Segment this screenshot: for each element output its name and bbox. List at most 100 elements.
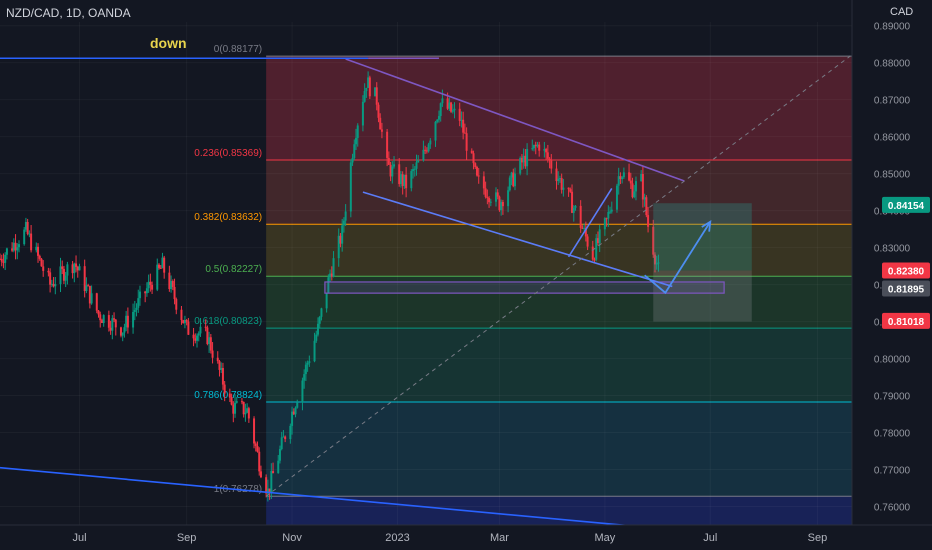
price-tick: 0.83000 bbox=[874, 244, 911, 255]
symbol-header[interactable]: NZD/CAD, 1D, OANDA bbox=[6, 6, 131, 20]
time-tick: Sep bbox=[177, 532, 197, 544]
candle-body bbox=[349, 162, 352, 212]
candle-body bbox=[355, 137, 358, 145]
candle-body bbox=[211, 350, 214, 358]
price-tick: 0.88000 bbox=[874, 59, 911, 70]
fib-band bbox=[266, 328, 853, 403]
time-axis-bg bbox=[0, 525, 932, 550]
candle-body bbox=[137, 298, 140, 308]
candle-body bbox=[87, 285, 90, 287]
candle-body bbox=[121, 332, 124, 336]
candle-body bbox=[567, 187, 570, 190]
candle-body bbox=[289, 425, 292, 440]
candle-body bbox=[367, 77, 370, 88]
candle-body bbox=[365, 87, 368, 92]
candle-body bbox=[223, 384, 226, 394]
candle-body bbox=[422, 149, 425, 161]
candle-body bbox=[557, 178, 560, 182]
candle-body bbox=[185, 320, 188, 322]
candle-body bbox=[477, 175, 480, 177]
candle-body bbox=[361, 101, 364, 126]
candle-body bbox=[232, 404, 235, 414]
candle-body bbox=[524, 155, 527, 167]
candle-body bbox=[61, 266, 64, 269]
candle-body bbox=[645, 197, 648, 216]
candle-body bbox=[144, 291, 147, 294]
candle-body bbox=[657, 262, 660, 264]
candle-body bbox=[90, 293, 93, 304]
price-tick: 0.76000 bbox=[874, 503, 911, 514]
price-badge-label: 0.82380 bbox=[888, 267, 925, 278]
candle-body bbox=[399, 174, 402, 185]
candle-body bbox=[622, 172, 625, 178]
candle-body bbox=[436, 119, 439, 122]
candle-body bbox=[242, 401, 245, 415]
candle-body bbox=[591, 246, 594, 260]
candle-body bbox=[18, 244, 21, 248]
candle-body bbox=[640, 174, 643, 182]
candle-body bbox=[306, 362, 309, 365]
candle-body bbox=[617, 176, 620, 186]
time-axis[interactable]: Jul Sep Nov 2023 Mar May Jul Sep bbox=[0, 524, 932, 550]
candle-body bbox=[474, 163, 477, 168]
candle-body bbox=[192, 334, 195, 339]
candle-body bbox=[278, 449, 281, 461]
candle-body bbox=[37, 246, 40, 256]
candle-body bbox=[572, 207, 575, 213]
candle-body bbox=[244, 412, 247, 415]
candle-body bbox=[97, 310, 100, 315]
candle-body bbox=[450, 102, 453, 112]
fibonacci-retracement[interactable]: 0(0.88177) 0.236(0.85369) 0.382(0.83632) 0.… bbox=[194, 44, 853, 525]
candle-body bbox=[498, 196, 501, 211]
candle-body bbox=[508, 177, 511, 191]
candle-body bbox=[344, 211, 347, 221]
time-tick: May bbox=[594, 532, 615, 544]
candle-body bbox=[329, 273, 332, 278]
candle-body bbox=[387, 157, 390, 165]
candle-body bbox=[2, 261, 5, 263]
candle-body bbox=[304, 364, 307, 375]
candle-body bbox=[284, 436, 287, 440]
candle-body bbox=[265, 477, 268, 494]
candle-body bbox=[514, 173, 517, 187]
candle-body bbox=[206, 327, 209, 345]
candle-body bbox=[398, 164, 401, 185]
candle-body bbox=[301, 380, 304, 403]
price-tick: 0.80000 bbox=[874, 355, 911, 366]
candle-body bbox=[555, 168, 558, 182]
candle-body bbox=[522, 155, 525, 163]
candle-body bbox=[615, 185, 618, 210]
candle-body bbox=[291, 411, 294, 426]
candle-body bbox=[78, 266, 81, 271]
candle-body bbox=[531, 148, 534, 150]
candle-body bbox=[147, 281, 150, 289]
candle-body bbox=[316, 323, 319, 335]
candle-body bbox=[596, 238, 599, 243]
chart-grid bbox=[0, 22, 852, 525]
candle-body bbox=[584, 227, 587, 237]
candle-body bbox=[111, 318, 114, 331]
candle-body bbox=[246, 408, 249, 413]
candle-body bbox=[282, 436, 285, 438]
candle-body bbox=[579, 205, 582, 228]
candle-body bbox=[73, 263, 76, 274]
candle-body bbox=[14, 242, 17, 251]
candle-body bbox=[460, 119, 463, 121]
fib-diagonal-line bbox=[265, 55, 851, 497]
candle-body bbox=[482, 176, 485, 189]
candle-body bbox=[315, 334, 318, 341]
candle-body bbox=[95, 293, 98, 311]
candle-body bbox=[83, 266, 86, 291]
candle-body bbox=[135, 307, 138, 310]
candle-body bbox=[401, 174, 404, 187]
fib-band bbox=[266, 159, 853, 225]
candle-body bbox=[389, 164, 392, 177]
down-annotation[interactable]: down bbox=[150, 35, 187, 51]
candle-body bbox=[619, 176, 622, 180]
candle-body bbox=[28, 233, 31, 235]
candle-body bbox=[313, 340, 316, 362]
candle-body bbox=[163, 257, 166, 273]
drawing-tools[interactable] bbox=[0, 55, 851, 531]
candle-body bbox=[441, 98, 444, 104]
